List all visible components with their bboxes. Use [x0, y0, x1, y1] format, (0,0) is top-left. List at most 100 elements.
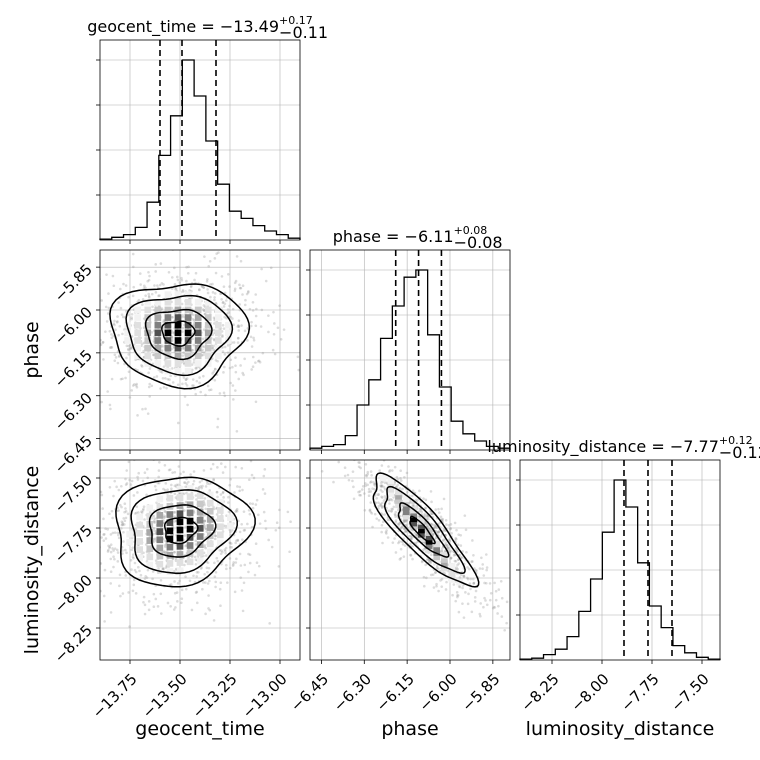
sample-point — [399, 469, 402, 473]
sample-point — [426, 525, 430, 529]
sample-point — [401, 525, 404, 528]
sample-point — [228, 546, 232, 549]
sample-point — [386, 536, 390, 539]
density-cell — [214, 352, 222, 360]
sample-point — [471, 539, 474, 542]
sample-point — [239, 364, 242, 367]
sample-point — [219, 462, 223, 465]
sample-point — [402, 519, 406, 522]
sample-point — [379, 484, 383, 488]
sample-point — [125, 310, 128, 313]
sample-point — [369, 510, 373, 514]
sample-point — [116, 320, 119, 323]
sample-point — [147, 292, 151, 296]
sample-point — [150, 292, 154, 296]
density-cell — [196, 557, 204, 565]
sample-point — [237, 324, 240, 327]
sample-point — [472, 581, 476, 585]
sample-point — [157, 368, 161, 372]
sample-point — [400, 508, 403, 512]
sample-point — [173, 492, 177, 496]
sample-point — [172, 331, 176, 335]
sample-point — [472, 553, 475, 557]
sample-point — [390, 509, 393, 513]
sample-point — [238, 489, 241, 493]
density-cell — [174, 367, 182, 375]
sample-point — [223, 315, 226, 319]
sample-point — [422, 497, 425, 500]
sample-point — [229, 358, 233, 362]
sample-point — [238, 283, 241, 287]
sample-point — [413, 531, 417, 535]
sample-point — [170, 487, 173, 490]
sample-point — [237, 325, 240, 328]
sample-point — [364, 462, 368, 466]
sample-point — [195, 366, 198, 370]
density-cell — [144, 352, 152, 360]
density-cell — [134, 337, 142, 344]
sample-point — [380, 484, 384, 488]
sample-point — [224, 299, 228, 302]
sample-point — [425, 513, 429, 517]
sample-point — [454, 559, 458, 563]
sample-point — [250, 525, 254, 529]
sample-point — [202, 286, 205, 289]
density-layer — [100, 460, 292, 628]
sample-point — [273, 352, 277, 356]
sample-point — [249, 335, 253, 339]
sample-point — [103, 568, 107, 572]
sample-point — [204, 393, 207, 397]
sample-point — [215, 252, 218, 256]
sample-point — [399, 547, 403, 551]
sample-point — [431, 523, 435, 527]
sample-point — [387, 465, 390, 468]
sample-point — [455, 591, 459, 594]
sample-point — [119, 503, 122, 507]
sample-point — [153, 485, 157, 488]
density-cell — [136, 513, 144, 521]
sample-point — [259, 325, 263, 328]
sample-point — [145, 493, 148, 497]
density-cell — [166, 551, 174, 559]
sample-point — [191, 378, 195, 381]
density-cell — [184, 291, 192, 298]
sample-point — [422, 584, 426, 588]
sample-point — [212, 477, 215, 481]
sample-point — [254, 542, 258, 546]
sample-point — [232, 563, 235, 566]
density-cell — [154, 344, 162, 352]
sample-point — [162, 319, 166, 322]
sample-point — [224, 551, 227, 555]
sample-point — [190, 368, 194, 372]
sample-point — [163, 516, 166, 519]
sample-point — [176, 383, 180, 387]
sample-point — [430, 522, 433, 526]
density-cell — [194, 314, 202, 321]
sample-point — [122, 523, 126, 526]
sample-point — [158, 294, 161, 297]
sample-point — [202, 353, 205, 357]
sample-point — [207, 265, 211, 268]
sample-point — [237, 325, 241, 328]
sample-point — [247, 552, 250, 556]
title-plus: +0.12 — [719, 434, 753, 447]
contour-level — [163, 516, 199, 545]
sample-point — [231, 307, 235, 311]
sample-point — [383, 487, 387, 491]
sample-point — [221, 346, 224, 349]
panel-frame — [99, 459, 301, 661]
sample-point — [250, 473, 254, 477]
sample-point — [410, 536, 413, 540]
sample-point — [219, 581, 223, 584]
sample-point — [191, 349, 195, 352]
sample-point — [379, 484, 383, 488]
sample-point — [177, 465, 181, 468]
sample-point — [164, 566, 168, 569]
sample-point — [143, 612, 147, 616]
sample-point — [424, 563, 427, 567]
sample-point — [148, 274, 151, 278]
sample-point — [158, 460, 161, 464]
sample-point — [2, 316, 5, 319]
sample-point — [185, 377, 189, 380]
density-cell — [136, 529, 144, 537]
